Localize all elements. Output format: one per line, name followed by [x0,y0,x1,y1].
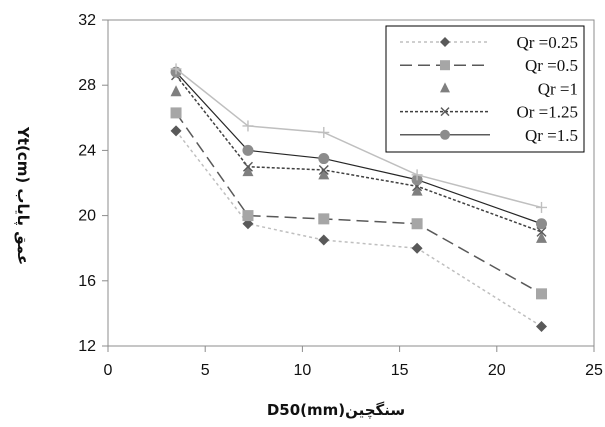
data-point [536,226,547,237]
series-group [170,63,548,332]
marker-stroke [440,107,450,117]
legend-marker [440,60,450,71]
legend-label: Qr =1.5 [525,126,578,145]
data-point [536,218,548,230]
legend-label: Or =1.25 [516,103,578,122]
marker-stroke [536,226,547,237]
legend-item: Qr =0.5 [400,56,578,75]
legend-label: Qr =0.25 [516,33,578,52]
x-tick-label: 5 [201,362,210,379]
legend-label: Qr =0.5 [525,56,578,75]
data-point [536,288,548,300]
data-point [170,63,182,75]
data-point [318,234,330,246]
data-point [318,213,330,225]
y-axis-title: Yt(cm) عمق پایاب [13,126,32,265]
marker-stroke [242,161,253,172]
legend-marker [440,37,450,47]
legend: Qr =0.25 Qr =0.5 Qr =1 Or =1.25 Qr =1.5 [385,25,585,153]
data-point [318,153,330,165]
series-4 [171,70,547,237]
data-point [536,231,548,243]
data-point [242,210,254,222]
x-axis-title: D50(mm)سنگچین [267,401,405,420]
y-tick-label: 16 [78,273,96,290]
legend-item: Qr =1.5 [400,126,578,145]
series-3 [170,85,548,243]
x-tick-label: 10 [294,362,312,379]
data-point [242,120,254,132]
data-point [170,107,182,119]
data-point [411,218,423,230]
y-tick-label: 12 [78,338,96,355]
data-point [318,164,329,175]
x-tick-label: 25 [585,362,603,379]
axes: 12 16 20 24 28 32 0 5 10 15 20 25 [78,12,603,379]
data-point [411,242,423,254]
legend-label: Qr =1 [538,79,578,98]
legend-item: Or =1.25 [400,103,578,122]
series-line [175,130,542,328]
data-point [318,168,330,180]
x-tick-label: 20 [488,362,506,379]
data-point [242,144,254,156]
data-point [170,85,182,97]
data-point [411,184,423,196]
y-tick-label: 20 [78,208,96,225]
legend-box [385,25,585,153]
data-point [318,126,330,138]
data-point [411,169,423,181]
legend-item: Qr =0.25 [400,33,578,52]
series-2 [170,107,548,300]
data-point [242,161,253,172]
data-point [242,165,254,177]
data-point [170,125,182,137]
y-tick-label: 32 [78,12,96,29]
series-6 [170,63,548,213]
legend-marker [440,107,450,117]
legend-item: Qr =1 [440,79,578,98]
marker-stroke [318,164,329,175]
legend-marker [440,129,450,140]
y-tick-label: 24 [78,142,96,159]
data-point [536,201,548,213]
x-tick-label: 0 [104,362,113,379]
y-tick-label: 28 [78,77,96,94]
legend-marker [440,82,450,93]
x-tick-label: 15 [391,362,409,379]
data-point [536,320,548,332]
